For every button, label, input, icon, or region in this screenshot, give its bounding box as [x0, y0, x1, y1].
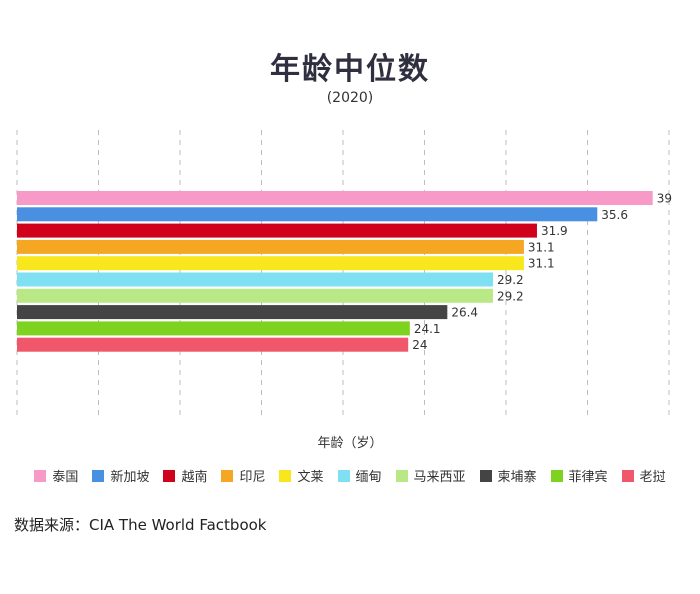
legend-label: 越南	[181, 470, 208, 485]
data-source: 数据来源：CIA The World Factbook	[14, 516, 267, 534]
legend-label: 缅甸	[355, 470, 382, 485]
legend-item: 越南	[163, 466, 207, 485]
legend-item: 菲律宾	[550, 466, 608, 485]
bar-value-label: 29.2	[497, 273, 524, 287]
bar-3	[17, 239, 524, 254]
bar-value-label: 26.4	[451, 306, 478, 320]
legend-item: 马来西亚	[395, 466, 466, 485]
chart-subtitle: (2020)	[326, 90, 374, 106]
legend-label: 印尼	[239, 470, 266, 485]
bar-4	[17, 256, 524, 271]
chart-legend: 泰国 新加坡 越南 印尼 文莱 缅甸 马来西亚 柬埔寨 菲律宾 老挝	[0, 466, 700, 485]
legend-swatch	[621, 469, 634, 482]
legend-swatch	[92, 469, 105, 482]
legend-item: 文莱	[279, 466, 324, 485]
bar-2	[17, 223, 537, 238]
bar-5	[17, 272, 493, 287]
bar-6	[17, 288, 493, 303]
legend-swatch	[34, 469, 47, 482]
legend-swatch	[221, 469, 234, 482]
legend-item: 柬埔寨	[479, 466, 537, 485]
bar-value-label: 31.1	[528, 240, 555, 254]
legend-swatch	[279, 469, 292, 482]
bar-1	[17, 207, 598, 222]
x-axis-label: 年龄（岁）	[317, 436, 382, 451]
legend-label: 柬埔寨	[497, 470, 537, 485]
bar-value-label: 31.9	[541, 224, 568, 238]
bar-value-label: 29.2	[497, 289, 524, 303]
legend-item: 老挝	[621, 466, 666, 485]
legend-item: 新加坡	[92, 466, 149, 485]
bar-7	[17, 305, 448, 320]
legend-item: 印尼	[221, 466, 265, 485]
legend-label: 马来西亚	[413, 470, 466, 485]
legend-swatch	[337, 469, 350, 482]
legend-swatch	[479, 469, 492, 482]
legend-label: 泰国	[52, 470, 79, 485]
legend-swatch	[163, 469, 176, 482]
legend-swatch	[550, 469, 563, 482]
legend-swatch	[395, 469, 408, 482]
bar-value-label: 24	[412, 338, 427, 352]
chart-title: 年龄中位数	[270, 52, 430, 87]
bar-0	[17, 191, 653, 205]
bar-9	[17, 337, 409, 352]
bar-value-label: 39	[657, 192, 672, 206]
legend-label: 老挝	[639, 470, 666, 485]
bar-value-label: 35.6	[601, 208, 628, 222]
legend-label: 文莱	[297, 470, 324, 485]
bar-8	[17, 321, 410, 336]
legend-item: 泰国	[34, 466, 78, 485]
legend-label: 菲律宾	[568, 470, 608, 485]
bar-chart: 39 35.6 31.9 31.1 31.1 29.2 29.2 26.4 24.1 24 年龄（岁…	[16, 130, 672, 451]
legend-item: 缅甸	[337, 466, 382, 485]
legend-label: 新加坡	[110, 470, 150, 485]
bar-value-label: 24.1	[414, 322, 441, 336]
bar-value-label: 31.1	[528, 257, 555, 271]
